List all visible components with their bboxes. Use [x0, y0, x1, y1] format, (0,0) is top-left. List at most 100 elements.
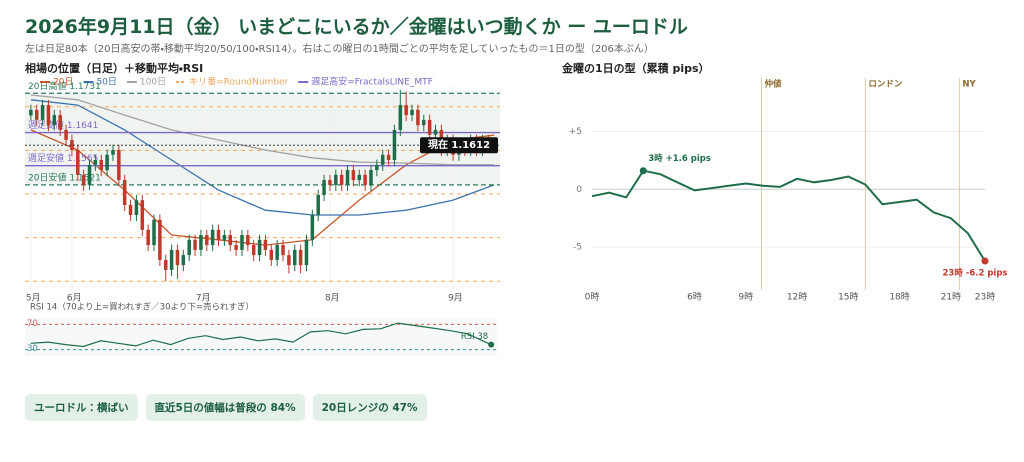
weekly-level-label: 週足高値 1.1641 — [28, 119, 98, 131]
candle-body — [99, 160, 103, 171]
candle-body — [205, 235, 209, 246]
x-tick-label: 18時 — [889, 292, 909, 303]
candle-body — [246, 235, 250, 246]
candle-body — [322, 180, 326, 195]
y-tick-label: 70 — [27, 319, 38, 329]
y-tick-label: +5 — [569, 127, 582, 137]
candle-body — [351, 170, 356, 181]
session-label: ロンドン — [868, 80, 903, 90]
candle-body — [287, 255, 291, 266]
candle-body — [193, 239, 197, 250]
legend-label: 50日 — [96, 77, 116, 88]
candle-body — [117, 149, 121, 181]
current-box — [420, 137, 498, 154]
candle-body — [199, 235, 203, 250]
candle-body — [175, 249, 180, 266]
candle-body — [380, 154, 385, 165]
session-label: NY — [962, 80, 976, 90]
candle-body — [140, 200, 145, 230]
candle-body — [404, 105, 408, 116]
candle-body — [64, 129, 68, 140]
end-label: RSI 38 — [461, 332, 488, 342]
candle-body — [310, 214, 315, 240]
candle-body — [158, 219, 162, 260]
candle-body — [375, 164, 379, 171]
legend-label: 100日 — [140, 77, 166, 88]
candle-body — [263, 239, 268, 250]
current-label: 現在 1.1612 — [428, 138, 490, 151]
candle-body — [257, 239, 262, 256]
candle-body — [152, 219, 156, 246]
y-tick-label: -5 — [573, 243, 582, 253]
candle-body — [339, 174, 344, 185]
candle-body — [70, 139, 74, 150]
x-tick-label: 9月 — [448, 293, 463, 304]
candle-body — [240, 235, 244, 250]
x-tick-label: 12時 — [787, 292, 807, 303]
candle-body — [46, 105, 51, 126]
x-tick-label: 5月 — [26, 293, 41, 304]
candle-body — [128, 204, 133, 215]
x-tick-label: 6時 — [687, 292, 702, 303]
point — [639, 167, 647, 175]
candle-body — [363, 174, 367, 185]
y-tick-label: 30 — [27, 344, 38, 354]
x-tick-label: 9時 — [738, 292, 753, 303]
x-tick-label: 6月 — [67, 293, 82, 304]
badge: 直近5日の値幅は普段の 84% — [145, 394, 305, 421]
session-label: 仲値 — [765, 79, 783, 90]
weekly-level-label: 週足安値 1.1565 — [28, 152, 98, 164]
chart-title: RSI 14（70より上=買われすぎ／30より下=売られすぎ） — [30, 302, 254, 313]
line — [591, 169, 986, 262]
candle-body — [122, 180, 127, 205]
candle-body — [292, 249, 297, 266]
candle-body — [40, 105, 45, 120]
candle-body — [105, 154, 109, 171]
candle-body — [345, 170, 350, 185]
candle-body — [269, 249, 274, 260]
candle-body — [93, 160, 98, 165]
point — [981, 257, 989, 265]
candle-body — [169, 249, 174, 270]
candle-body — [328, 180, 332, 185]
x-tick-label: 0時 — [585, 292, 600, 303]
candle-body — [58, 115, 62, 130]
candle-body — [410, 109, 414, 116]
candle-body — [181, 255, 186, 266]
candle-body — [134, 200, 139, 215]
page-title: 2026年9月11日（金） いまどこにいるか／金曜はいつ動くか ー ユーロドル — [25, 16, 688, 38]
y-tick-label: 0 — [576, 185, 582, 195]
rsi-background — [25, 318, 497, 356]
x-tick-label: 8月 — [325, 293, 340, 304]
candle-body — [334, 174, 338, 185]
candle-body — [52, 115, 57, 126]
x-tick-label: 7月 — [196, 293, 211, 304]
candle-body — [81, 174, 86, 185]
candle-body — [275, 245, 279, 260]
candle-body — [234, 245, 238, 250]
candle-body — [251, 245, 256, 256]
candle-body — [304, 239, 309, 266]
legend-label: 週足高安=FractalsLINE_MTF — [311, 76, 433, 88]
x-tick-label: 21時 — [941, 292, 961, 303]
candle-body — [163, 259, 168, 270]
value-label: 3時 +1.6 pips — [648, 153, 711, 164]
candle-body — [146, 229, 150, 246]
chart-title: 相場の位置（日足）＋移動平均・RSI — [25, 61, 203, 75]
candle-body — [29, 109, 33, 116]
candle-body — [222, 235, 227, 240]
candle-body — [87, 164, 92, 185]
badge: ユーロドル：横ばい — [25, 394, 138, 421]
moving-average — [30, 99, 495, 216]
legend-label: キリ番=RoundNumber — [189, 76, 288, 88]
candle-body — [386, 154, 391, 161]
page-subtitle: 左は日足80本（20日高安の帯・移動平均20/50/100・RSI14）。右はこ… — [25, 44, 654, 55]
candle-body — [433, 129, 438, 135]
value-label: 23時 -6.2 pips — [943, 268, 1008, 279]
legend-label: 20日 — [53, 77, 73, 88]
candle-body — [398, 105, 403, 130]
badges: ユーロドル：横ばい 直近5日の値幅は普段の 84% 20日レンジの 47% — [25, 394, 427, 421]
x-tick-label: 23時 — [975, 292, 995, 303]
